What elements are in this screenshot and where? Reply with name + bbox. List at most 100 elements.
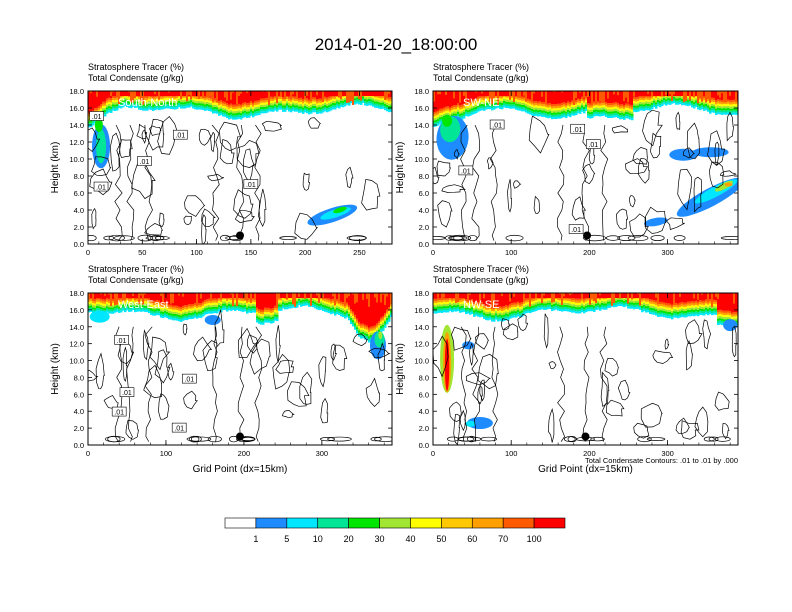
- panel-2-xtick-label: 300: [661, 248, 674, 257]
- panel-2-contours: [433, 109, 738, 242]
- panel-4-ylabel: Height (km): [395, 343, 406, 395]
- panel-3-ytick-label: 6.0: [74, 390, 84, 399]
- panel-3-contour-label-text: .01: [114, 410, 124, 417]
- panel-1-label-bottom: Total Condensate (g/kg): [88, 73, 184, 83]
- panel-2-contour-label-text: .01: [588, 142, 598, 149]
- panel-3-ytick-label: 2.0: [74, 424, 84, 433]
- panel-2-contour-label: .01: [586, 139, 601, 149]
- panel-3-xtick-label: 100: [160, 449, 173, 458]
- panel-2-frame: [432, 90, 739, 245]
- panel-3-ytick-label: 16.0: [69, 306, 84, 315]
- panel-4-ytick-label: 16.0: [414, 306, 429, 315]
- colorbar-level-label: 50: [436, 534, 446, 544]
- panel-2-ytick-label: 4.0: [419, 206, 429, 215]
- panel-1-contour-label: .01: [137, 156, 152, 166]
- panel-1-contour-label-text: .01: [96, 185, 106, 192]
- panel-4-ytick-label: 18.0: [414, 289, 429, 298]
- panel-2-ytick-label: 0.0: [419, 240, 429, 249]
- panel-2-plot-area: [433, 91, 738, 244]
- panel-4-label-top: Stratosphere Tracer (%): [433, 264, 529, 274]
- panel-1-ytick-label: 2.0: [74, 223, 84, 232]
- panel-2-contour-label-text: .01: [492, 123, 502, 130]
- panel-2-contour-label: .01: [489, 119, 505, 130]
- panel-3-frame: [87, 292, 393, 446]
- panel-2-ytick-label: 10.0: [414, 155, 429, 164]
- colorbar-swatch: [348, 517, 380, 529]
- panel-1-marker: [236, 231, 244, 240]
- panel-2-contour-label: .01: [568, 224, 584, 234]
- panel-2-contour-label-text: .01: [573, 127, 583, 134]
- panel-3-ytick-label: 4.0: [74, 407, 84, 416]
- panel-4-xtick-label: 0: [431, 449, 435, 458]
- panel-1-ylabel: Height (km): [50, 142, 61, 194]
- panel-4-ytick-label: 6.0: [419, 390, 429, 399]
- panel-3-marker: [236, 432, 244, 441]
- panel-2-ytick-label: 18.0: [414, 87, 429, 96]
- colorbar-level-label: 30: [375, 534, 385, 544]
- panel-3-contour-label-text: .01: [117, 338, 127, 345]
- panel-2-xtick-label: 200: [583, 248, 596, 257]
- panel-2-ytick-label: 16.0: [414, 104, 429, 113]
- panel-1-ytick-label: 12.0: [69, 138, 84, 147]
- colorbar-swatch: [255, 517, 288, 529]
- panel-3-contour-label: .01: [114, 334, 129, 345]
- colorbar-swatch: [317, 517, 349, 529]
- panel-1-contour-label-text: .01: [246, 182, 256, 189]
- panel-4-xtick-label: 200: [583, 449, 596, 458]
- panel-4-ytick-label: 14.0: [414, 323, 429, 332]
- panel-1-ytick-label: 16.0: [69, 104, 84, 113]
- panel-2-contour-label: .01: [458, 165, 474, 175]
- panel-2-label-bottom: Total Condensate (g/kg): [433, 73, 529, 83]
- panel-3-contours: [88, 309, 392, 443]
- panel-1-xtick-label: 200: [299, 248, 312, 257]
- panel-4-tracer-field: [433, 293, 738, 445]
- panel-1-ytick-label: 6.0: [74, 189, 84, 198]
- panel-4-contours: [433, 313, 737, 445]
- panel-3-contour-label-text: .01: [184, 377, 194, 384]
- panel-2-ytick-label: 14.0: [414, 121, 429, 130]
- panel-4-xtick-label: 100: [505, 449, 518, 458]
- colorbar-swatch: [533, 517, 566, 529]
- panel-4-ytick-label: 10.0: [414, 357, 429, 366]
- panel-1-contour-label-text: .01: [92, 114, 102, 121]
- panel-1-contour-label: .01: [243, 179, 259, 189]
- panel-4-xlabel: Grid Point (dx=15km): [538, 464, 633, 475]
- panel-1-contour-label-text: .01: [140, 159, 150, 166]
- panel-2-label-top: Stratosphere Tracer (%): [433, 62, 529, 72]
- colorbar-swatch: [441, 517, 473, 529]
- panel-3-contour-label-text: .01: [122, 390, 132, 397]
- panel-3-contour-label: .01: [111, 406, 127, 417]
- colorbar-level-label: 5: [284, 534, 289, 544]
- panel-2-ytick-label: 12.0: [414, 138, 429, 147]
- panel-2-ytick-label: 8.0: [419, 172, 429, 181]
- panel-3-ytick-label: 12.0: [69, 340, 84, 349]
- colorbar-swatch: [410, 517, 442, 529]
- panel-4-ytick-label: 4.0: [419, 407, 429, 416]
- panel-1-xtick-label: 50: [138, 248, 146, 257]
- panel-1-tracer-field: [88, 91, 392, 244]
- panel-4-ytick-label: 0.0: [419, 441, 429, 450]
- colorbar-level-label: 70: [498, 534, 508, 544]
- panel-3-tracer-field: [88, 293, 392, 443]
- panel-1-ytick-label: 14.0: [69, 121, 84, 130]
- panel-2-marker: [583, 231, 592, 240]
- panel-4-ytick-label: 2.0: [419, 424, 429, 433]
- panel-1-contour-label: .01: [93, 181, 109, 192]
- panel-4-ytick-label: 8.0: [419, 373, 429, 382]
- panel-3-ytick-label: 14.0: [69, 323, 84, 332]
- figure-title: 2014-01-20_18:00:00: [315, 35, 478, 54]
- panel-3-label-bottom: Total Condensate (g/kg): [88, 275, 184, 285]
- panel-2-xtick-label: 100: [505, 248, 518, 257]
- colorbar-level-label: 20: [344, 534, 354, 544]
- panel-4: Stratosphere Tracer (%)Total Condensate …: [395, 264, 739, 475]
- colorbar-swatch: [286, 517, 319, 529]
- panel-1-ytick-label: 18.0: [69, 87, 84, 96]
- panel-1-xtick-label: 100: [190, 248, 203, 257]
- panel-3-name: West-East: [118, 299, 169, 311]
- panel-1-xtick-label: 0: [86, 248, 90, 257]
- panel-2: Stratosphere Tracer (%)Total Condensate …: [395, 62, 739, 257]
- panel-2-contour-label-text: .01: [571, 227, 581, 234]
- panel-3-label-top: Stratosphere Tracer (%): [88, 264, 184, 274]
- colorbar-level-label: 60: [467, 534, 477, 544]
- panel-2-contour-label: .01: [570, 123, 585, 134]
